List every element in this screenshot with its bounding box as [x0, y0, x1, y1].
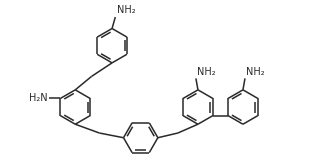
Text: NH₂: NH₂: [197, 67, 216, 77]
Text: NH₂: NH₂: [117, 5, 135, 15]
Text: NH₂: NH₂: [246, 67, 265, 77]
Text: H₂N: H₂N: [29, 93, 48, 103]
